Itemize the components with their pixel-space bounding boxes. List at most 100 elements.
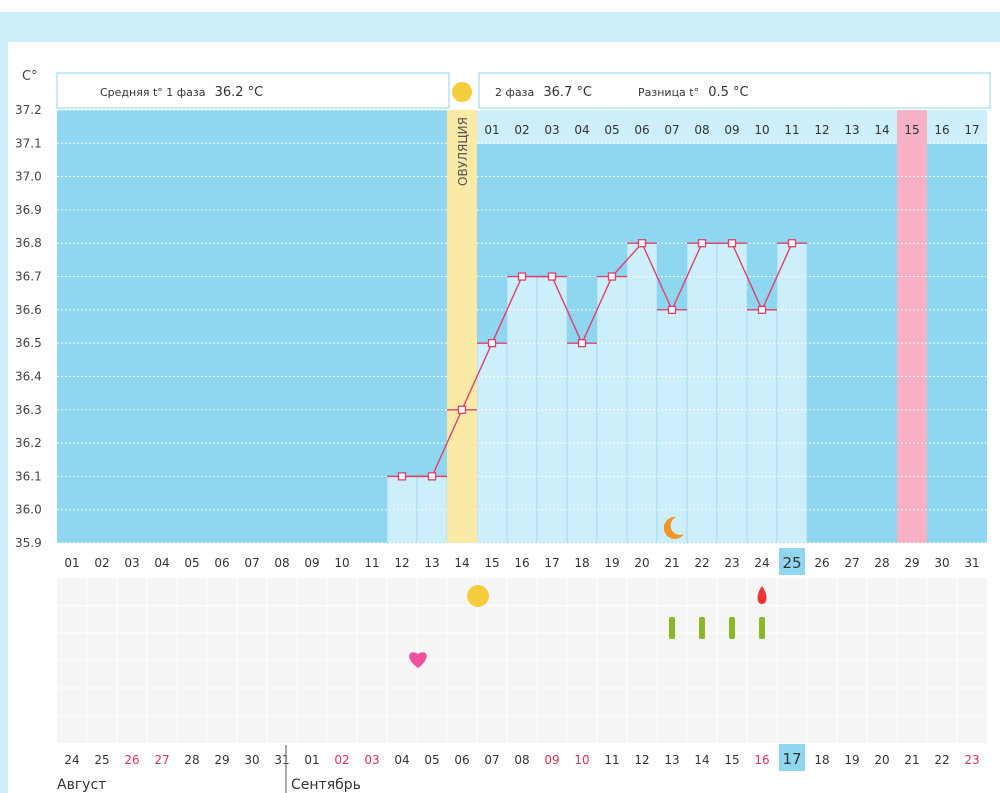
calendar-date-label: 06: [454, 753, 469, 767]
header-band: [0, 12, 1000, 42]
calendar-date-label: 13: [664, 753, 679, 767]
calendar-date-label: 19: [844, 753, 859, 767]
cycle-day-label: 13: [424, 556, 439, 570]
green-bar-icon: [699, 617, 705, 639]
post-ovulation-day-label: 04: [574, 123, 589, 137]
temperature-column: [656, 309, 688, 544]
post-ovulation-day-label: 08: [694, 123, 709, 137]
post-ovulation-day-label: 03: [544, 123, 559, 137]
temperature-column: [746, 309, 778, 544]
post-ovulation-day-label: 01: [484, 123, 499, 137]
top-strip: [0, 0, 1000, 12]
y-tick-label: 36.2: [15, 436, 42, 450]
calendar-date-label: 15: [724, 753, 739, 767]
temperature-point: [697, 239, 707, 248]
cycle-day-label: 17: [544, 556, 559, 570]
diff-label: Разница t°: [638, 86, 699, 99]
calendar-date-label: 11: [604, 753, 619, 767]
post-ovulation-day-label: 15: [904, 123, 919, 137]
temperature-column: [686, 242, 718, 544]
cycle-day-label: 22: [694, 556, 709, 570]
diff-value: 0.5 °C: [708, 85, 748, 100]
calendar-date-label: 20: [874, 753, 889, 767]
calendar-date-label: 25: [94, 753, 109, 767]
temperature-point: [727, 239, 737, 248]
current-date-highlight: [779, 744, 805, 771]
cycle-day-label: 19: [604, 556, 619, 570]
cycle-day-label: 20: [634, 556, 649, 570]
calendar-date-label: 08: [514, 753, 529, 767]
highlight-day-column: [897, 110, 927, 543]
diff-summary: Разница t° 0.5 °C: [638, 81, 749, 100]
left-frame: [0, 42, 8, 793]
month-label-1: Август: [57, 777, 106, 793]
cycle-day-label: 28: [874, 556, 889, 570]
calendar-date-label: 17: [782, 750, 801, 768]
temperature-point: [667, 305, 677, 314]
post-ovulation-day-label: 17: [964, 123, 979, 137]
cycle-day-label: 30: [934, 556, 949, 570]
temperature-point: [427, 472, 437, 481]
y-tick-label: 36.4: [15, 369, 42, 383]
summary-panel-1: [56, 72, 450, 109]
cycle-day-label: 03: [124, 556, 139, 570]
calendar-date-label: 27: [154, 753, 169, 767]
y-tick-label: 36.1: [15, 469, 42, 483]
calendar-date-label: 30: [244, 753, 259, 767]
calendar-date-label: 07: [484, 753, 499, 767]
cycle-day-label: 27: [844, 556, 859, 570]
temperature-point: [547, 272, 557, 281]
phase2-summary: 2 фаза 36.7 °C: [495, 81, 592, 100]
highlight-day-cell: [897, 110, 927, 144]
calendar-date-label: 18: [814, 753, 829, 767]
cycle-day-label: 10: [334, 556, 349, 570]
post-ovulation-day-label: 09: [724, 123, 739, 137]
y-tick-label: 37.0: [15, 170, 42, 184]
green-bar-icon: [759, 617, 765, 639]
cycle-day-label: 08: [274, 556, 289, 570]
calendar-date-label: 16: [754, 753, 769, 767]
temperature-point: [397, 472, 407, 481]
temperature-point: [757, 305, 767, 314]
post-ovulation-day-label: 16: [934, 123, 949, 137]
y-tick-label: 35.9: [15, 536, 42, 550]
temperature-point: [517, 272, 527, 281]
calendar-date-label: 26: [124, 753, 139, 767]
calendar-date-label: 21: [904, 753, 919, 767]
y-tick-label: 37.2: [15, 103, 42, 117]
calendar-date-label: 05: [424, 753, 439, 767]
green-bar-icon: [669, 617, 675, 639]
temperature-point: [487, 339, 497, 348]
y-tick-label: 36.6: [15, 303, 42, 317]
summary-panel-2: [478, 72, 991, 109]
cycle-day-label: 11: [364, 556, 379, 570]
y-tick-label: 36.9: [15, 203, 42, 217]
cycle-day-label: 07: [244, 556, 259, 570]
post-ovulation-day-label: 06: [634, 123, 649, 137]
post-ovulation-day-label: 10: [754, 123, 769, 137]
temperature-column: [776, 242, 808, 544]
phase2-value: 36.7 °C: [543, 85, 592, 100]
phase1-value: 36.2 °C: [215, 85, 264, 100]
cycle-day-label: 04: [154, 556, 169, 570]
calendar-date-label: 31: [274, 753, 289, 767]
calendar-date-label: 23: [964, 753, 979, 767]
post-ovulation-day-label: 02: [514, 123, 529, 137]
calendar-date-label: 03: [364, 753, 379, 767]
cycle-day-label: 29: [904, 556, 919, 570]
post-ovulation-day-label: 07: [664, 123, 679, 137]
cycle-day-label: 15: [484, 556, 499, 570]
month-label-2: Сентябрь: [291, 777, 361, 793]
cycle-day-label: 06: [214, 556, 229, 570]
cycle-day-label: 09: [304, 556, 319, 570]
cycle-day-label: 21: [664, 556, 679, 570]
cycle-day-label: 14: [454, 556, 469, 570]
post-ovulation-day-label: 05: [604, 123, 619, 137]
calendar-date-label: 28: [184, 753, 199, 767]
phase2-label: 2 фаза: [495, 86, 534, 99]
temperature-point: [787, 239, 797, 248]
calendar-date-label: 09: [544, 753, 559, 767]
moon-icon: [663, 516, 684, 539]
cycle-day-label: 01: [64, 556, 79, 570]
